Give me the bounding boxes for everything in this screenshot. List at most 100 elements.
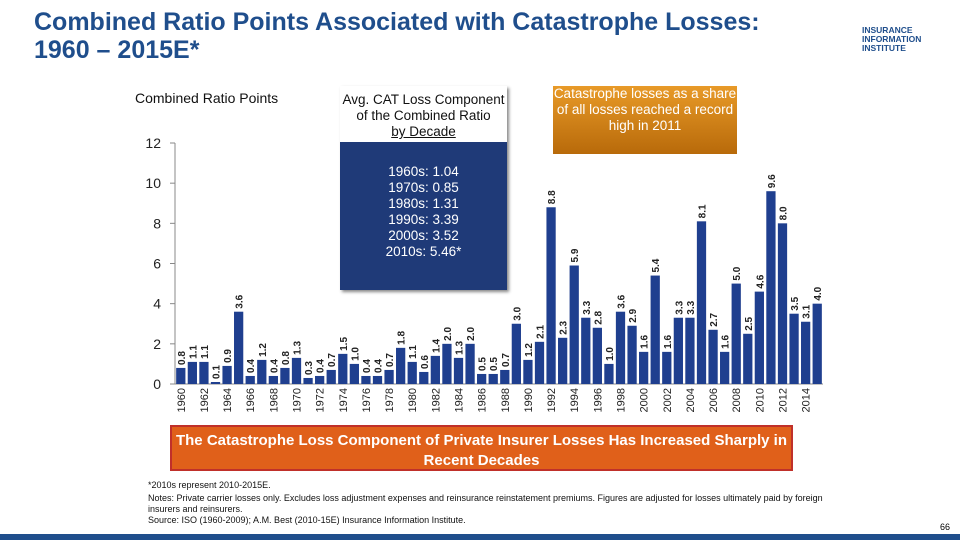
value-label: 2.0 (443, 326, 454, 340)
note: Notes: Private carrier losses only. Excl… (148, 493, 823, 514)
value-label: 4.6 (755, 274, 766, 288)
y-tick-label: 2 (153, 336, 161, 352)
bar (777, 223, 788, 384)
x-tick-label: 1982 (430, 388, 442, 412)
y-axis-label: Combined Ratio Points (135, 90, 279, 106)
bar (234, 311, 244, 384)
callout: Catastrophe losses as a share of all los… (553, 86, 737, 154)
bar (477, 373, 487, 384)
bar (500, 369, 510, 384)
x-tick-label: 1968 (268, 388, 280, 412)
value-label: 0.6 (420, 355, 431, 369)
note: Source: ISO (1960-2009); A.M. Best (2010… (148, 515, 466, 525)
value-label: 0.3 (304, 361, 315, 375)
x-tick-label: 1984 (454, 388, 466, 412)
value-label: 3.5 (790, 296, 801, 310)
value-label: 2.3 (559, 320, 570, 334)
value-label: 9.6 (767, 174, 778, 188)
decade-lines: 1960s: 1.04 1970s: 0.85 1980s: 1.31 1990s: … (340, 142, 507, 260)
value-label: 3.3 (686, 300, 697, 314)
bar (650, 275, 660, 384)
bar (326, 369, 336, 384)
value-label: 5.0 (732, 266, 743, 280)
value-label: 1.4 (431, 339, 442, 353)
value-label: 3.1 (802, 304, 813, 318)
decade-box-title-underlined: by Decade (391, 124, 456, 139)
bar (338, 353, 348, 384)
logo-line: INFORMATION (862, 34, 922, 44)
y-tick-label: 0 (153, 376, 161, 392)
notes: *2010s represent 2010-2015E. Notes: Priva… (148, 480, 828, 526)
decade-box: Avg. CAT Loss Component of the Combined … (340, 86, 507, 290)
bar (534, 341, 545, 384)
bar (766, 191, 776, 384)
value-label: 5.9 (570, 248, 581, 262)
x-tick-label: 2004 (685, 388, 697, 412)
bar (743, 333, 753, 384)
bar (488, 373, 498, 384)
x-tick-label: 1970 (292, 388, 304, 412)
value-label: 2.9 (628, 308, 639, 322)
bar (199, 361, 209, 384)
value-label: 1.6 (721, 335, 732, 349)
bar (662, 351, 672, 384)
x-tick-label: 2006 (708, 388, 720, 412)
decade-line: 1970s: 0.85 (388, 180, 459, 195)
value-label: 0.4 (374, 359, 385, 373)
bar (268, 375, 278, 384)
bar (812, 303, 822, 384)
decade-line: 1960s: 1.04 (388, 164, 459, 179)
bar (604, 363, 614, 384)
page-number: 66 (940, 522, 951, 532)
bar (315, 375, 325, 384)
x-tick-label: 1996 (592, 388, 604, 412)
decade-line: 2010s: 5.46* (385, 244, 462, 259)
value-label: 1.1 (188, 345, 199, 359)
bar (673, 317, 683, 384)
bar (396, 347, 406, 384)
logo-line: INSURANCE (862, 25, 913, 35)
value-label: 2.8 (593, 310, 604, 324)
value-label: 8.8 (547, 190, 558, 204)
bar (349, 363, 359, 384)
bar (407, 361, 417, 384)
x-tick-label: 1988 (500, 388, 512, 412)
x-tick-label: 2008 (731, 388, 743, 412)
x-tick-label: 1972 (315, 388, 327, 412)
bar (523, 359, 533, 384)
bar (754, 291, 764, 384)
bar (801, 321, 811, 384)
value-label: 3.6 (235, 294, 246, 308)
y-tick-label: 6 (153, 256, 161, 272)
bar (176, 367, 186, 384)
x-tick-label: 1966 (245, 388, 257, 412)
value-label: 0.7 (501, 353, 512, 367)
value-label: 0.5 (489, 357, 500, 371)
value-label: 0.1 (212, 365, 223, 379)
decade-line: 1980s: 1.31 (388, 196, 459, 211)
x-tick-label: 1960 (176, 388, 188, 412)
bar (187, 361, 197, 384)
bar (511, 323, 521, 384)
y-tick-label: 4 (153, 296, 161, 312)
banner: The Catastrophe Loss Component of Privat… (170, 425, 793, 471)
value-label: 1.3 (455, 341, 466, 355)
value-label: 3.3 (582, 300, 593, 314)
x-tick-label: 1974 (338, 388, 350, 412)
value-label: 1.5 (339, 337, 350, 351)
x-tick-label: 1992 (546, 388, 558, 412)
x-tick-label: 1980 (407, 388, 419, 412)
value-label: 3.6 (617, 294, 628, 308)
x-tick-label: 2002 (662, 388, 674, 412)
value-label: 1.1 (408, 345, 419, 359)
value-label: 1.0 (605, 347, 616, 361)
title: Combined Ratio Points Associated with Ca… (34, 8, 760, 64)
bar (361, 375, 371, 384)
x-tick-label: 2014 (801, 388, 813, 412)
decade-line: 1990s: 3.39 (388, 212, 459, 227)
bar (731, 283, 741, 384)
bar (453, 357, 464, 384)
x-tick-label: 1994 (569, 388, 581, 412)
